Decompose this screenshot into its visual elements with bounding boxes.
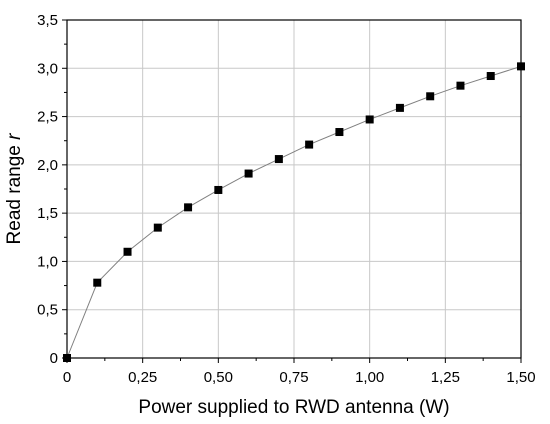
data-point (305, 140, 314, 149)
y-tick-label: 2,0 (37, 157, 58, 174)
data-point (184, 203, 193, 212)
data-point (274, 155, 283, 164)
series-line (66, 65, 522, 359)
y-tick-label: 1,5 (37, 205, 58, 222)
y-axis-title-text: Read range (4, 140, 25, 245)
data-point (335, 128, 344, 137)
data-point (426, 92, 435, 101)
grid (67, 20, 521, 358)
data-point (395, 103, 404, 112)
y-tick-label: 0,5 (37, 302, 58, 319)
data-point (365, 115, 374, 124)
x-tick-label: 1,50 (506, 369, 535, 386)
x-tick-label: 1,25 (431, 369, 460, 386)
data-point (153, 223, 162, 232)
data-point (123, 247, 132, 256)
y-axis-title-variable: r (4, 133, 25, 140)
x-tick-label: 0,25 (128, 369, 157, 386)
y-tick-label: 3,5 (37, 12, 58, 29)
data-point (456, 81, 465, 90)
plot-frame (66, 19, 522, 359)
y-tick-label: 2,5 (37, 109, 58, 126)
x-tick-label: 0 (63, 369, 71, 386)
y-tick-label: 0 (50, 350, 58, 367)
x-tick-label: 0,50 (204, 369, 233, 386)
data-point (486, 72, 495, 81)
y-tick-labels: 0 0,5 1,0 1,5 2,0 2,5 3,0 3,5 (37, 12, 58, 367)
data-point (214, 185, 223, 194)
data-point (244, 169, 253, 178)
x-tick-label: 0,75 (279, 369, 308, 386)
x-axis-title: Power supplied to RWD antenna (W) (138, 397, 449, 418)
y-tick-label: 3,0 (37, 60, 58, 77)
x-tick-labels: 0 0,25 0,50 0,75 1,00 1,25 1,50 (63, 369, 536, 386)
y-tick-label: 1,0 (37, 253, 58, 270)
axis-ticks (62, 19, 522, 363)
x-tick-label: 1,00 (355, 369, 384, 386)
data-point (93, 278, 102, 287)
y-axis-title: Read range r (4, 133, 25, 245)
